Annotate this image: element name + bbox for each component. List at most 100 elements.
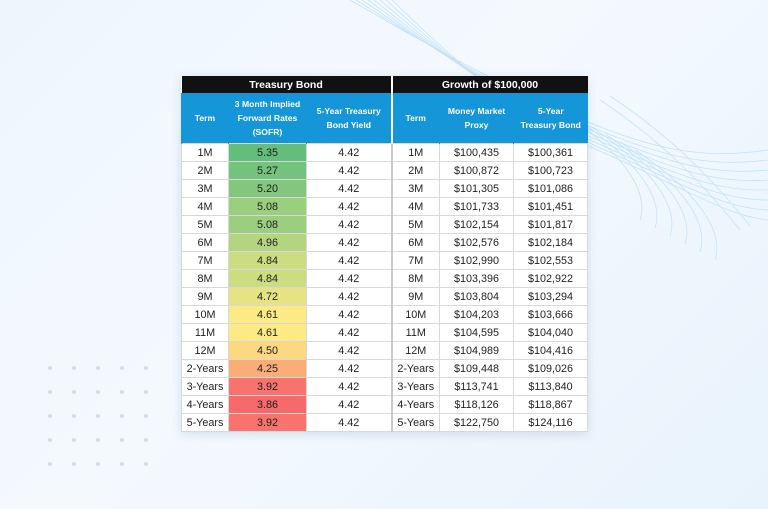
cell-money-market: $100,435: [439, 143, 514, 162]
cell-term-growth: 12M: [390, 341, 440, 360]
cell-treasury-bond: $109,026: [512, 359, 589, 378]
cell-term: 7M: [181, 251, 229, 270]
cell-treasury-bond: $102,553: [512, 251, 589, 270]
cell-bond-yield: 4.42: [306, 233, 392, 252]
column-header-line: Proxy: [464, 120, 489, 130]
cell-term-growth: 8M: [390, 269, 440, 288]
cell-treasury-bond: $101,086: [512, 179, 589, 198]
cell-money-market: $109,448: [439, 359, 514, 378]
cell-term-growth: 3M: [390, 179, 440, 198]
table-row: 12M 4.50 4.42 12M $104,989 $104,416: [181, 341, 589, 360]
cell-sofr-rate: 3.92: [228, 377, 307, 396]
cell-term-growth: 3-Years: [390, 377, 440, 396]
cell-term-growth: 7M: [390, 251, 440, 270]
column-header-money-market: Money Market Proxy: [439, 93, 514, 144]
cell-term-growth: 2M: [390, 161, 440, 180]
cell-sofr-rate: 3.86: [228, 395, 307, 414]
cell-money-market: $103,396: [439, 269, 514, 288]
cell-bond-yield: 4.42: [306, 179, 392, 198]
cell-money-market: $100,872: [439, 161, 514, 180]
cell-treasury-bond: $100,361: [512, 143, 589, 162]
cell-treasury-bond: $104,416: [512, 341, 589, 360]
column-header-line: Treasury Bond: [520, 120, 581, 130]
column-header-row: Term 3 Month Implied Forward Rates (SOFR) 5-…: [181, 93, 588, 144]
cell-money-market: $118,126: [439, 395, 514, 414]
column-header-line: 5-Year Treasury: [316, 106, 381, 116]
cell-term-growth: 4M: [390, 197, 440, 216]
cell-term-growth: 2-Years: [390, 359, 440, 378]
cell-bond-yield: 4.42: [306, 377, 392, 396]
cell-bond-yield: 4.42: [306, 359, 392, 378]
rates-table: Treasury Bond Growth of $100,000 Term 3 M…: [181, 76, 589, 432]
cell-money-market: $102,154: [439, 215, 514, 234]
cell-sofr-rate: 4.61: [228, 323, 307, 342]
cell-treasury-bond: $102,184: [512, 233, 589, 252]
cell-bond-yield: 4.42: [306, 305, 392, 324]
table-row: 3M 5.20 4.42 3M $101,305 $101,086: [181, 179, 589, 198]
cell-sofr-rate: 5.08: [228, 215, 307, 234]
column-header-treasury-growth: 5-Year Treasury Bond: [512, 93, 588, 144]
cell-money-market: $104,595: [439, 323, 514, 342]
cell-treasury-bond: $102,922: [512, 269, 589, 288]
cell-money-market: $102,576: [439, 233, 514, 252]
table-row: 5-Years 3.92 4.42 5-Years $122,750 $124,116: [181, 413, 589, 432]
column-header-line: Money Market: [447, 106, 506, 116]
cell-money-market: $101,733: [439, 197, 514, 216]
cell-term: 11M: [181, 323, 229, 342]
cell-term: 12M: [181, 341, 229, 360]
cell-term-growth: 5M: [390, 215, 440, 234]
cell-money-market: $102,990: [439, 251, 514, 270]
rates-table-card: Treasury Bond Growth of $100,000 Term 3 M…: [181, 76, 589, 432]
column-header-line: 5-Year: [537, 106, 564, 116]
cell-sofr-rate: 4.84: [228, 251, 307, 270]
cell-bond-yield: 4.42: [306, 251, 392, 270]
table-row: 5M 5.08 4.42 5M $102,154 $101,817: [181, 215, 589, 234]
cell-money-market: $122,750: [439, 413, 514, 432]
cell-term-growth: 1M: [390, 143, 440, 162]
cell-bond-yield: 4.42: [306, 323, 392, 342]
cell-sofr-rate: 4.96: [228, 233, 307, 252]
table-row: 2-Years 4.25 4.42 2-Years $109,448 $109,026: [181, 359, 589, 378]
cell-treasury-bond: $113,840: [512, 377, 589, 396]
column-header-yield: 5-Year Treasury Bond Yield: [306, 93, 392, 144]
cell-term-growth: 11M: [390, 323, 440, 342]
column-header-line: Term: [405, 113, 426, 123]
column-header-line: 3 Month Implied: [234, 99, 301, 109]
cell-money-market: $104,989: [439, 341, 514, 360]
cell-treasury-bond: $124,116: [512, 413, 589, 432]
cell-term: 2-Years: [181, 359, 229, 378]
cell-term: 4-Years: [181, 395, 229, 414]
table-body: 1M 5.35 4.42 1M $100,435 $100,361 2M 5.27 4.42 2M…: [181, 143, 589, 432]
dot-grid-decoration: [48, 366, 148, 466]
table-row: 10M 4.61 4.42 10M $104,203 $103,666: [181, 305, 589, 324]
cell-money-market: $104,203: [439, 305, 514, 324]
cell-term: 9M: [181, 287, 229, 306]
cell-sofr-rate: 4.84: [228, 269, 307, 288]
cell-term-growth: 6M: [390, 233, 440, 252]
cell-term-growth: 10M: [390, 305, 440, 324]
cell-term-growth: 5-Years: [390, 413, 440, 432]
cell-money-market: $113,741: [439, 377, 514, 396]
column-header-line: (SOFR): [252, 127, 283, 137]
table-row: 1M 5.35 4.42 1M $100,435 $100,361: [181, 143, 589, 162]
column-header-sofr: 3 Month Implied Forward Rates (SOFR): [228, 93, 307, 144]
cell-sofr-rate: 5.35: [228, 143, 307, 162]
cell-term: 3-Years: [181, 377, 229, 396]
table-row: 3-Years 3.92 4.42 3-Years $113,741 $113,840: [181, 377, 589, 396]
table-row: 11M 4.61 4.42 11M $104,595 $104,040: [181, 323, 589, 342]
cell-money-market: $101,305: [439, 179, 514, 198]
cell-treasury-bond: $103,294: [512, 287, 589, 306]
column-header-term-growth: Term: [390, 93, 440, 144]
cell-term: 10M: [181, 305, 229, 324]
cell-treasury-bond: $101,451: [512, 197, 589, 216]
cell-bond-yield: 4.42: [306, 197, 392, 216]
column-header-line: Bond Yield: [326, 120, 371, 130]
cell-bond-yield: 4.42: [306, 341, 392, 360]
cell-treasury-bond: $104,040: [512, 323, 589, 342]
cell-term-growth: 4-Years: [390, 395, 440, 414]
cell-sofr-rate: 4.72: [228, 287, 307, 306]
table-row: 9M 4.72 4.42 9M $103,804 $103,294: [181, 287, 589, 306]
cell-term: 6M: [181, 233, 229, 252]
group-header-row: Treasury Bond Growth of $100,000: [181, 76, 588, 93]
table-row: 4-Years 3.86 4.42 4-Years $118,126 $118,867: [181, 395, 589, 414]
